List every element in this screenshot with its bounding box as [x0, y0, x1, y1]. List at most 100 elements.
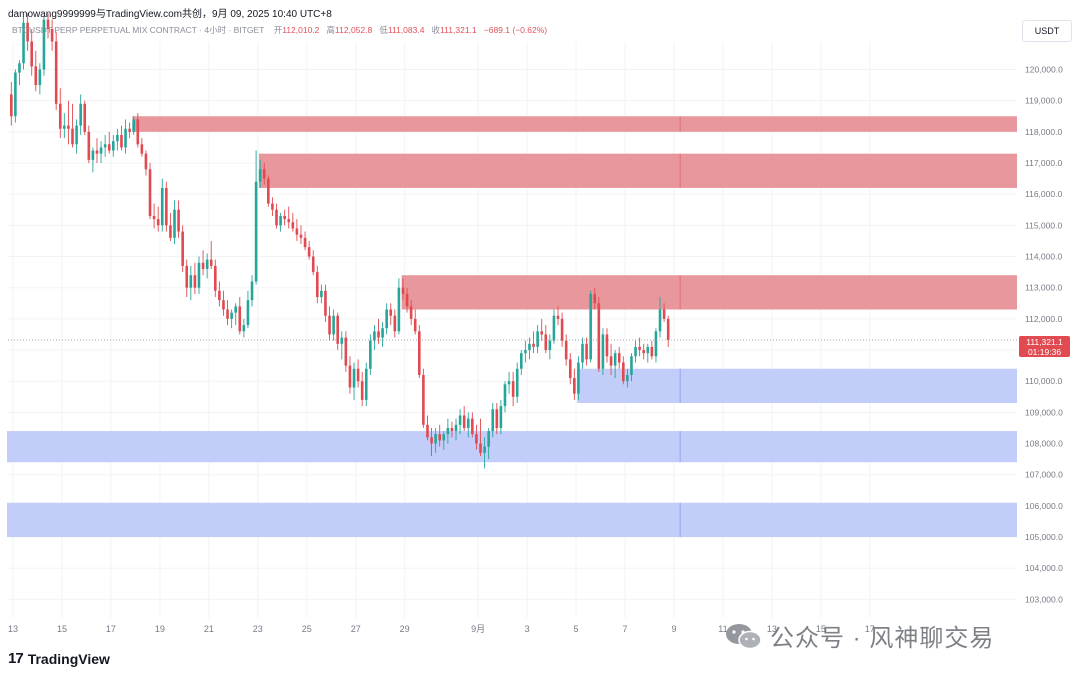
candle: [556, 306, 560, 326]
price-tick-label: 119,000.0: [1025, 96, 1062, 106]
time-tick-label: 15: [57, 624, 67, 634]
candle-body: [495, 409, 499, 428]
candle-body: [434, 434, 437, 444]
candle: [369, 334, 372, 375]
candle-body: [552, 315, 556, 341]
candle-body: [340, 337, 344, 344]
candle: [14, 69, 17, 123]
candle-body: [132, 119, 135, 132]
candle-body: [564, 340, 568, 360]
candle-body: [475, 434, 478, 444]
candle-body: [650, 346, 654, 357]
candle-body: [79, 103, 82, 126]
candle: [124, 119, 127, 154]
candle-body: [450, 427, 454, 432]
candle-body: [462, 415, 466, 428]
candle-body: [214, 265, 217, 291]
candle: [238, 297, 242, 335]
candle-body: [173, 209, 176, 238]
price-zones: [7, 116, 1017, 538]
candle-body: [242, 325, 246, 332]
candle: [205, 253, 209, 279]
candle: [160, 178, 164, 232]
candle: [287, 206, 291, 229]
candle: [577, 356, 580, 400]
candle-body: [381, 328, 384, 338]
symbol-name[interactable]: BTCUSDT PERP PERPETUAL MIX CONTRACT · 4小…: [12, 25, 265, 35]
chart-header: damowang9999999与TradingView.com共创，9月 09,…: [8, 9, 332, 20]
candle: [446, 418, 450, 444]
candle: [499, 399, 503, 435]
candle-body: [560, 318, 564, 341]
candle-body: [181, 231, 184, 266]
symbol-info-bar: BTCUSDT PERP PERPETUAL MIX CONTRACT · 4小…: [12, 24, 547, 36]
candle-body: [601, 334, 605, 369]
candle-body: [22, 22, 25, 64]
candle: [581, 337, 584, 369]
candle: [209, 240, 213, 269]
candle-body: [634, 346, 637, 357]
candle: [303, 231, 307, 251]
candle: [246, 290, 250, 329]
candle-body: [446, 427, 450, 435]
candle-body: [205, 259, 209, 269]
candle: [99, 141, 103, 164]
candle-body: [46, 19, 50, 29]
candle: [242, 318, 246, 338]
currency-button[interactable]: USDT: [1022, 20, 1072, 42]
time-axis: 13 15 17 19 21 23 25 27 29 9月 3 5 7 9 11 13 15 17: [8, 624, 875, 634]
candle: [299, 225, 303, 245]
candle-body: [287, 219, 291, 223]
candle-body: [352, 368, 356, 388]
candle-body: [75, 125, 78, 145]
candle: [295, 219, 299, 241]
candle: [573, 368, 576, 400]
candle-body: [299, 234, 303, 238]
candle-body: [356, 368, 360, 382]
candle: [568, 353, 572, 385]
candle-body: [479, 443, 482, 453]
demand-zone: [7, 502, 1017, 538]
candle: [324, 284, 327, 322]
candle-body: [503, 384, 507, 407]
candle-body: [91, 150, 95, 160]
candle: [193, 262, 197, 294]
open-value: 112,010.2: [282, 25, 320, 35]
watermark: 公众号 · 风神聊交易: [724, 618, 994, 653]
candle: [650, 340, 654, 360]
candle-body: [373, 331, 376, 341]
candle: [442, 431, 446, 450]
bar-countdown: 01:19:36: [1027, 347, 1062, 357]
candle-body: [283, 215, 286, 220]
candle-body: [169, 225, 172, 238]
candle-body: [124, 128, 127, 148]
candle: [434, 427, 437, 453]
candle-body: [626, 374, 629, 382]
candle: [291, 212, 295, 232]
tradingview-logo[interactable]: 17 TradingView: [8, 650, 110, 667]
candle-body: [617, 353, 621, 363]
candle: [389, 303, 393, 326]
candle: [617, 346, 621, 369]
candle: [642, 343, 645, 360]
candle: [462, 406, 466, 432]
candle: [201, 250, 205, 276]
candle-body: [185, 265, 189, 288]
candle-body: [507, 381, 511, 385]
candle: [585, 337, 588, 366]
candle: [413, 309, 417, 335]
candle: [148, 163, 152, 220]
candle: [397, 278, 401, 335]
candle-body: [605, 334, 609, 357]
candle: [466, 412, 470, 438]
candle-body: [418, 331, 421, 375]
candle: [50, 19, 54, 51]
candle-body: [324, 290, 327, 316]
candle: [177, 200, 180, 238]
candle: [658, 297, 662, 338]
candle: [173, 200, 176, 245]
candle: [626, 368, 629, 388]
candle-body: [103, 144, 107, 148]
candle-body: [556, 315, 560, 319]
